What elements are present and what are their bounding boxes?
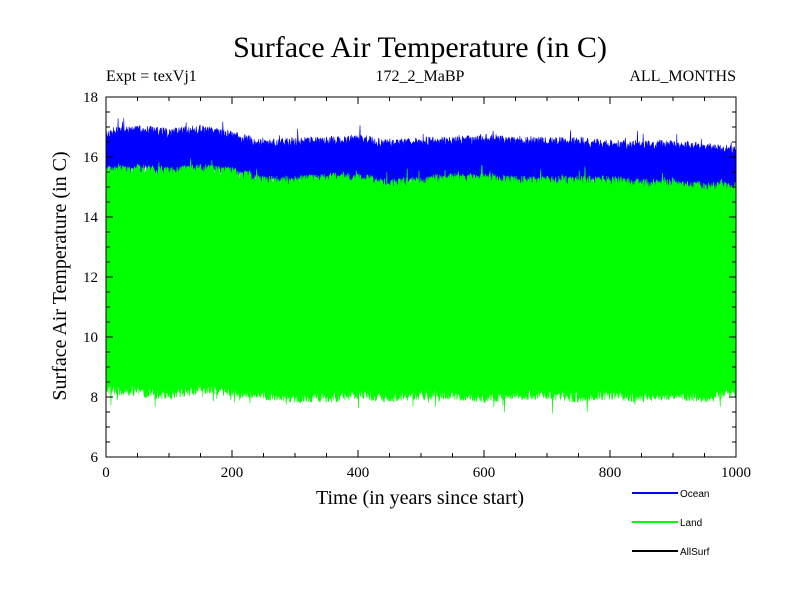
series-band-land bbox=[106, 158, 736, 414]
y-tick-label: 18 bbox=[83, 90, 98, 106]
x-tick-label: 200 bbox=[221, 465, 244, 481]
x-tick-label: 1000 bbox=[721, 465, 751, 481]
legend-label-land: Land bbox=[680, 518, 702, 529]
plot-area bbox=[106, 118, 736, 414]
x-tick-label: 600 bbox=[473, 465, 496, 481]
y-tick-label: 6 bbox=[91, 450, 99, 466]
legend-label-allsurf: AllSurf bbox=[680, 547, 710, 558]
x-tick-label: 400 bbox=[347, 465, 370, 481]
months-label: ALL_MONTHS bbox=[629, 68, 736, 85]
y-tick-label: 16 bbox=[83, 150, 99, 166]
x-tick-label: 800 bbox=[599, 465, 622, 481]
chart-title: Surface Air Temperature (in C) bbox=[233, 31, 607, 64]
axes: 0 200 400 600 800 1000 6 8 10 12 14 16 18 bbox=[83, 90, 751, 481]
x-tick-label: 0 bbox=[102, 465, 110, 481]
run-label: 172_2_MaBP bbox=[376, 68, 465, 85]
series-land bbox=[106, 158, 736, 414]
experiment-label: Expt = texVj1 bbox=[106, 68, 197, 85]
legend: Ocean Land AllSurf bbox=[632, 489, 710, 558]
y-tick-label: 10 bbox=[83, 330, 98, 346]
x-axis-label: Time (in years since start) bbox=[316, 487, 524, 509]
y-axis-label: Surface Air Temperature (in C) bbox=[49, 151, 71, 400]
y-tick-label: 12 bbox=[83, 270, 98, 286]
y-tick-label: 14 bbox=[83, 210, 99, 226]
y-tick-label: 8 bbox=[91, 390, 99, 406]
legend-label-ocean: Ocean bbox=[680, 489, 709, 500]
